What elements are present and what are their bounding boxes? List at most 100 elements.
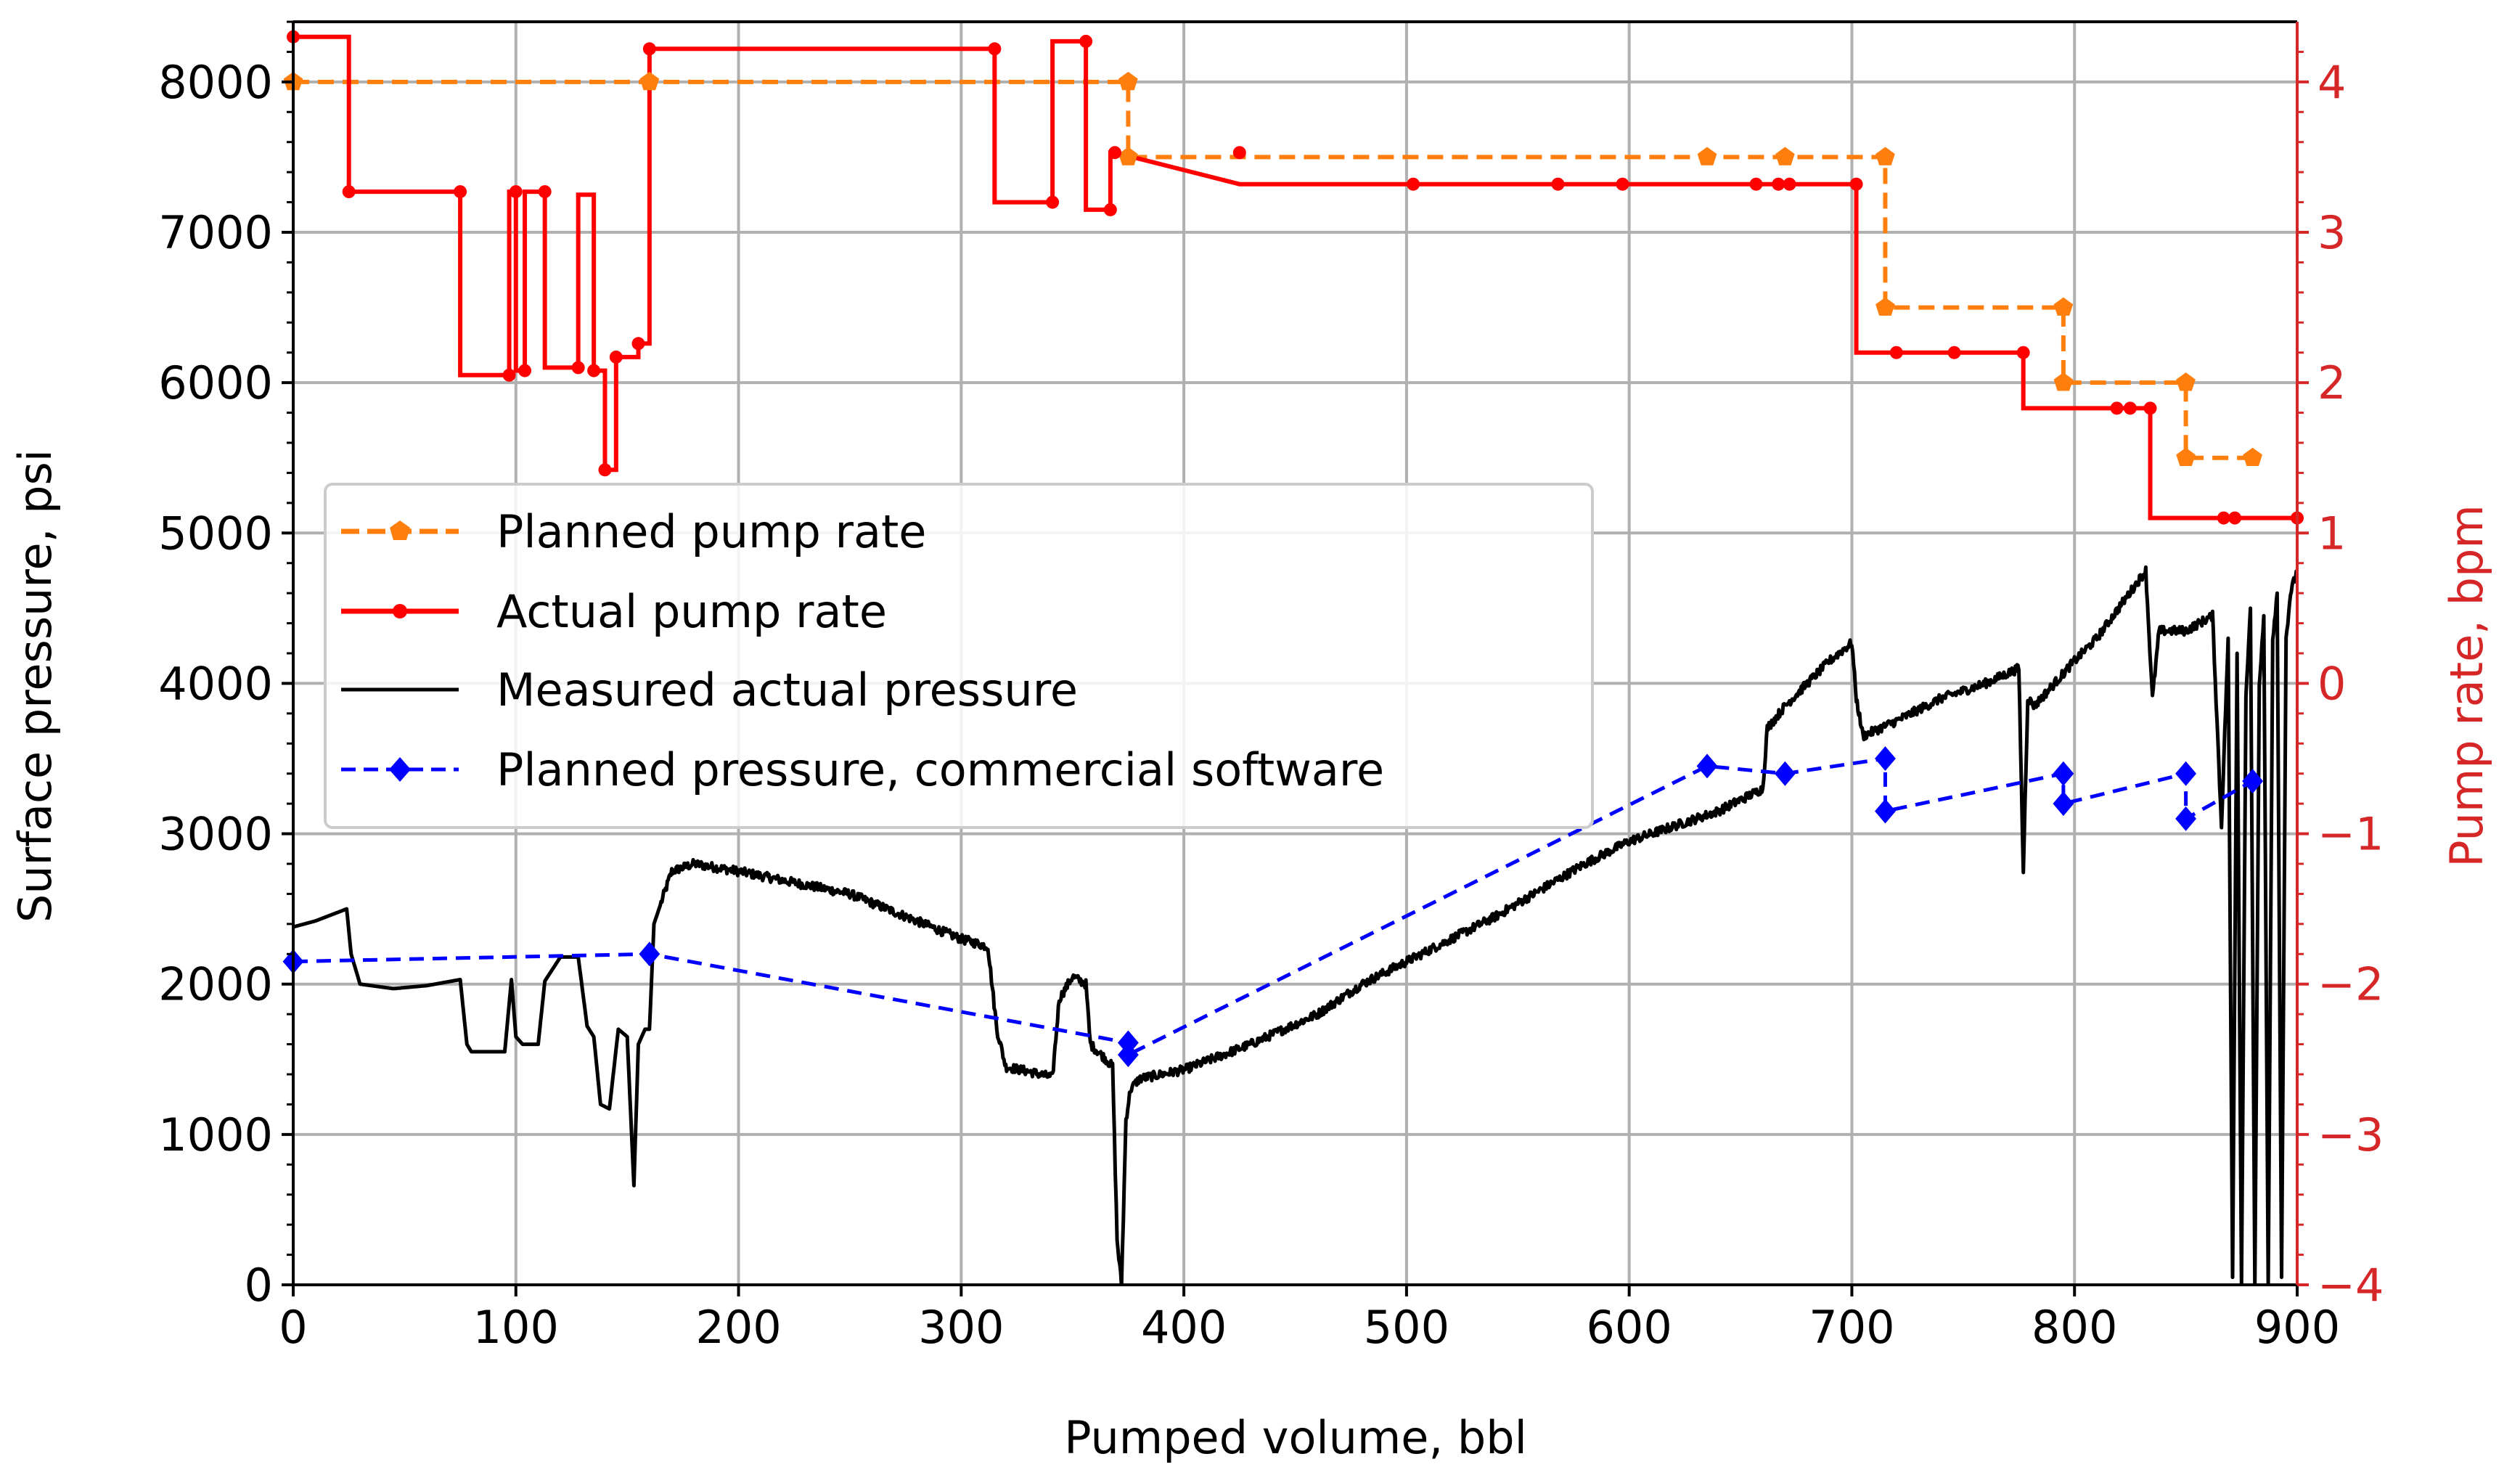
legend-item-planned-pressure: Planned pressure, commercial software: [341, 743, 1384, 796]
actual-rate-point: [642, 42, 656, 56]
y-left-tick-label: 1000: [158, 1108, 273, 1161]
actual-rate-point: [631, 337, 645, 351]
planned-pressure-point: [1875, 798, 1896, 824]
planned-rate-point: [1875, 297, 1895, 316]
actual-rate-point: [1849, 177, 1863, 191]
planned-pressure-point: [2175, 761, 2197, 786]
y-left-tick-label: 3000: [158, 808, 273, 861]
planned-rate-point: [1775, 147, 1795, 166]
x-tick-label: 400: [1141, 1301, 1227, 1354]
actual-rate-point: [518, 364, 532, 377]
x-tick-label: 600: [1586, 1301, 1672, 1354]
planned-rate-point: [2053, 297, 2074, 316]
actual-rate-point: [988, 42, 1002, 56]
actual-rate-point: [2016, 346, 2030, 359]
legend-item-actual-pump-rate: Actual pump rate: [341, 585, 887, 638]
x-axis-label: Pumped volume, bbl: [1064, 1411, 1527, 1464]
x-tick-label: 500: [1364, 1301, 1449, 1354]
planned-pressure-point: [1696, 753, 1718, 779]
legend-marker-planned-pump-rate: [390, 520, 410, 540]
y-left-tick-label: 8000: [158, 56, 273, 109]
actual-rate-point: [2228, 511, 2242, 525]
legend-item-planned-pump-rate: Planned pump rate: [341, 505, 926, 558]
actual-rate-point: [1616, 177, 1629, 191]
actual-rate-point: [2217, 511, 2230, 525]
planned-pressure-point: [1774, 761, 1796, 786]
actual-rate-point: [342, 185, 356, 199]
y-left-tick-label: 0: [245, 1259, 273, 1312]
y-right-tick-label: 4: [2318, 56, 2346, 109]
y-right-tick-label: −2: [2318, 958, 2384, 1011]
actual-rate-point: [502, 368, 516, 382]
y-right-tick-label: 0: [2318, 657, 2346, 710]
planned-pressure-point: [2175, 806, 2197, 831]
actual-rate-point: [2110, 401, 2124, 415]
legend-item-measured-pressure: Measured actual pressure: [341, 663, 1078, 716]
planned-rate-point: [639, 71, 660, 91]
legend: Planned pump rate Actual pump rate Measu…: [324, 483, 1594, 829]
actual-rate-point: [609, 350, 623, 364]
actual-rate-point: [1079, 34, 1093, 48]
actual-rate-point: [454, 185, 467, 199]
x-tick-label: 800: [2032, 1301, 2117, 1354]
x-tick-label: 300: [918, 1301, 1004, 1354]
y-right-tick-label: −4: [2318, 1259, 2384, 1312]
series-planned-rate-line: [293, 79, 2253, 460]
x-tick-label: 700: [1809, 1301, 1894, 1354]
actual-rate-point: [1232, 146, 1246, 160]
y-right-tick-label: 2: [2318, 356, 2346, 409]
planned-rate-point: [2053, 372, 2074, 391]
actual-rate-point: [1772, 177, 1785, 191]
actual-rate-point: [2123, 401, 2137, 415]
actual-rate-point: [2143, 401, 2157, 415]
planned-pressure-point: [1875, 746, 1896, 771]
planned-pressure-point: [2053, 791, 2074, 817]
planned-rate-point: [1875, 147, 1895, 166]
y-axis-left-label: Surface pressure, psi: [9, 449, 62, 923]
axes-layer: 0 100 200 300 400 500 600 700 800 900 0 1000 2000 300…: [158, 20, 2384, 1354]
planned-rate-point: [1118, 147, 1138, 166]
planned-pressure-point: [639, 941, 660, 967]
planned-rate-point: [1697, 147, 1717, 166]
actual-rate-point: [571, 361, 585, 375]
actual-rate-point: [1046, 195, 1060, 209]
actual-rate-point: [1103, 203, 1117, 216]
planned-rate-point: [2176, 372, 2196, 391]
actual-rate-point: [1749, 177, 1763, 191]
x-tick-label: 0: [279, 1301, 307, 1354]
actual-rate-point: [1947, 346, 1961, 359]
actual-rate-point: [1551, 177, 1565, 191]
planned-pressure-point: [1117, 1042, 1139, 1068]
planned-rate-point: [2176, 447, 2196, 466]
actual-rate-point: [587, 364, 601, 377]
y-left-tick-label: 7000: [158, 206, 273, 259]
actual-rate-point: [538, 185, 552, 199]
actual-rate-point: [1407, 177, 1420, 191]
planned-rate-point: [2243, 447, 2262, 466]
y-right-tick-label: 3: [2318, 206, 2346, 259]
actual-rate-point: [1108, 146, 1122, 160]
actual-rate-point: [509, 185, 523, 199]
y-right-tick-label: 1: [2318, 507, 2346, 560]
legend-frame: [324, 483, 1594, 829]
legend-marker-actual-pump-rate: [393, 604, 407, 618]
y-left-tick-label: 5000: [158, 507, 273, 560]
planned-pressure-point: [2242, 769, 2264, 794]
legend-label-actual-pump-rate: Actual pump rate: [496, 585, 887, 638]
x-tick-label: 200: [695, 1301, 781, 1354]
y-right-tick-label: −3: [2318, 1108, 2384, 1161]
planned-pressure-point: [2053, 761, 2074, 786]
y-left-tick-label: 6000: [158, 356, 273, 409]
legend-label-planned-pump-rate: Planned pump rate: [496, 505, 926, 558]
y-left-tick-label: 4000: [158, 657, 273, 710]
series-actual-rate-line: [293, 34, 2297, 520]
y-axis-right-label: Pump rate, bpm: [2440, 504, 2493, 867]
series-layer: [282, 30, 2304, 1285]
x-tick-label: 100: [473, 1301, 559, 1354]
legend-label-measured-pressure: Measured actual pressure: [496, 663, 1078, 716]
y-left-tick-label: 2000: [158, 958, 273, 1011]
legend-label-planned-pressure: Planned pressure, commercial software: [496, 743, 1384, 796]
actual-rate-point: [1889, 346, 1903, 359]
x-tick-label: 900: [2254, 1301, 2340, 1354]
